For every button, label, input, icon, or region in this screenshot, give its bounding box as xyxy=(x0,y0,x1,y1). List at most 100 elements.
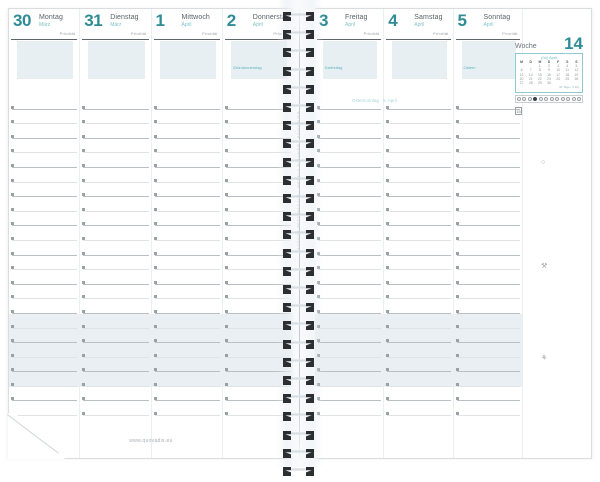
day-column-mittwoch[interactable]: 1 Mittwoch April Priorität xyxy=(151,9,223,458)
time-row[interactable] xyxy=(9,212,79,227)
time-row[interactable] xyxy=(152,124,222,139)
time-row[interactable] xyxy=(152,168,222,183)
time-row[interactable] xyxy=(315,372,384,387)
time-row[interactable] xyxy=(9,226,79,241)
time-row[interactable] xyxy=(80,401,150,417)
time-row[interactable] xyxy=(384,212,452,227)
mini-cal-day[interactable]: 28 xyxy=(528,80,533,85)
time-row[interactable] xyxy=(453,343,522,358)
mini-calendar-grid[interactable]: M D M D F S S 1 2 3 4 5 6 7 8 9 10 11 12 13 14 15 16 17 18 19 20 21… xyxy=(516,60,582,85)
time-row[interactable] xyxy=(315,387,383,402)
time-row[interactable] xyxy=(223,241,293,256)
time-rows[interactable] xyxy=(453,95,522,417)
time-row[interactable] xyxy=(315,270,383,285)
time-row[interactable] xyxy=(454,183,522,198)
time-row[interactable] xyxy=(315,313,384,329)
time-row[interactable] xyxy=(9,387,79,402)
time-row[interactable] xyxy=(80,110,150,125)
time-row[interactable] xyxy=(80,256,150,271)
time-rows[interactable] xyxy=(80,95,151,417)
time-row[interactable] xyxy=(315,153,383,168)
time-row[interactable] xyxy=(222,372,293,387)
time-row[interactable] xyxy=(151,357,222,373)
time-row[interactable] xyxy=(9,270,79,285)
day-column-samstag[interactable]: 4 Samstag April Priorität xyxy=(384,9,454,458)
time-row[interactable] xyxy=(384,328,453,344)
time-row[interactable] xyxy=(223,168,293,183)
month-dot[interactable] xyxy=(527,97,532,101)
time-row[interactable] xyxy=(384,95,452,110)
month-dot[interactable] xyxy=(522,97,527,101)
time-row[interactable] xyxy=(152,299,222,314)
time-row[interactable] xyxy=(9,285,79,300)
mini-cal-day[interactable]: 13 xyxy=(519,72,524,77)
time-row[interactable] xyxy=(9,153,79,168)
time-row[interactable] xyxy=(453,357,522,373)
time-row[interactable] xyxy=(80,343,151,358)
time-row[interactable] xyxy=(9,343,80,358)
mini-cal-day[interactable]: 16 xyxy=(547,72,551,77)
time-row[interactable] xyxy=(80,285,150,300)
mini-cal-day[interactable]: 11 xyxy=(565,68,570,73)
month-dot[interactable] xyxy=(571,97,576,101)
time-row[interactable] xyxy=(9,241,79,256)
month-dot[interactable] xyxy=(516,97,521,101)
time-row[interactable] xyxy=(152,95,222,110)
mini-cal-day[interactable]: 24 xyxy=(556,76,561,81)
mini-cal-day[interactable]: 18 xyxy=(565,72,570,77)
time-row[interactable] xyxy=(223,226,293,241)
time-row[interactable] xyxy=(222,328,293,344)
time-row[interactable] xyxy=(80,183,150,198)
time-row[interactable] xyxy=(223,387,293,402)
time-row[interactable] xyxy=(9,328,80,344)
mini-cal-day[interactable]: 7 xyxy=(529,68,532,73)
time-rows[interactable] xyxy=(151,95,222,417)
time-row[interactable] xyxy=(80,139,150,154)
time-row[interactable] xyxy=(453,372,522,387)
mini-cal-day[interactable]: 3 xyxy=(557,64,560,69)
time-row[interactable] xyxy=(384,197,452,212)
time-row[interactable] xyxy=(223,139,293,154)
time-row[interactable] xyxy=(454,139,522,154)
time-row[interactable] xyxy=(80,270,150,285)
time-row[interactable] xyxy=(222,357,293,373)
time-row[interactable] xyxy=(384,124,452,139)
time-row[interactable] xyxy=(152,197,222,212)
time-row[interactable] xyxy=(152,256,222,271)
time-row[interactable] xyxy=(384,183,452,198)
time-row[interactable] xyxy=(315,256,383,271)
month-dot[interactable] xyxy=(538,97,543,101)
time-row[interactable] xyxy=(315,241,383,256)
time-row[interactable] xyxy=(384,256,452,271)
time-rows[interactable] xyxy=(9,95,80,417)
time-row[interactable] xyxy=(454,124,522,139)
time-row[interactable] xyxy=(315,183,383,198)
mini-cal-day[interactable]: 29 xyxy=(537,80,542,85)
mini-cal-day[interactable]: 4 xyxy=(566,64,569,69)
time-row[interactable] xyxy=(384,270,452,285)
time-row[interactable] xyxy=(384,343,453,358)
time-row[interactable] xyxy=(454,168,522,183)
time-row[interactable] xyxy=(80,357,151,373)
time-row[interactable] xyxy=(152,270,222,285)
priority-box[interactable] xyxy=(88,41,145,79)
time-row[interactable] xyxy=(454,256,522,271)
time-row[interactable] xyxy=(152,401,222,417)
time-row[interactable] xyxy=(222,343,293,358)
month-dot[interactable] xyxy=(549,97,554,101)
time-row[interactable] xyxy=(151,372,222,387)
time-rows[interactable] xyxy=(222,95,293,417)
time-row[interactable] xyxy=(384,299,452,314)
time-row[interactable] xyxy=(152,139,222,154)
month-dot[interactable] xyxy=(560,97,565,101)
time-row[interactable] xyxy=(454,153,522,168)
time-row[interactable] xyxy=(315,197,383,212)
time-row[interactable] xyxy=(223,95,293,110)
time-row[interactable] xyxy=(152,387,222,402)
mini-cal-day[interactable]: 23 xyxy=(547,76,551,81)
mini-cal-day[interactable]: 12 xyxy=(574,68,579,73)
month-selector[interactable] xyxy=(515,95,583,103)
mini-cal-day[interactable]: 2 xyxy=(548,64,550,69)
mini-cal-day[interactable]: 22 xyxy=(537,76,542,81)
time-row[interactable] xyxy=(9,357,80,373)
